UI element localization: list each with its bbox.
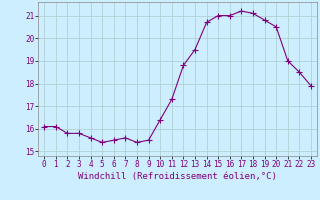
X-axis label: Windchill (Refroidissement éolien,°C): Windchill (Refroidissement éolien,°C): [78, 172, 277, 181]
